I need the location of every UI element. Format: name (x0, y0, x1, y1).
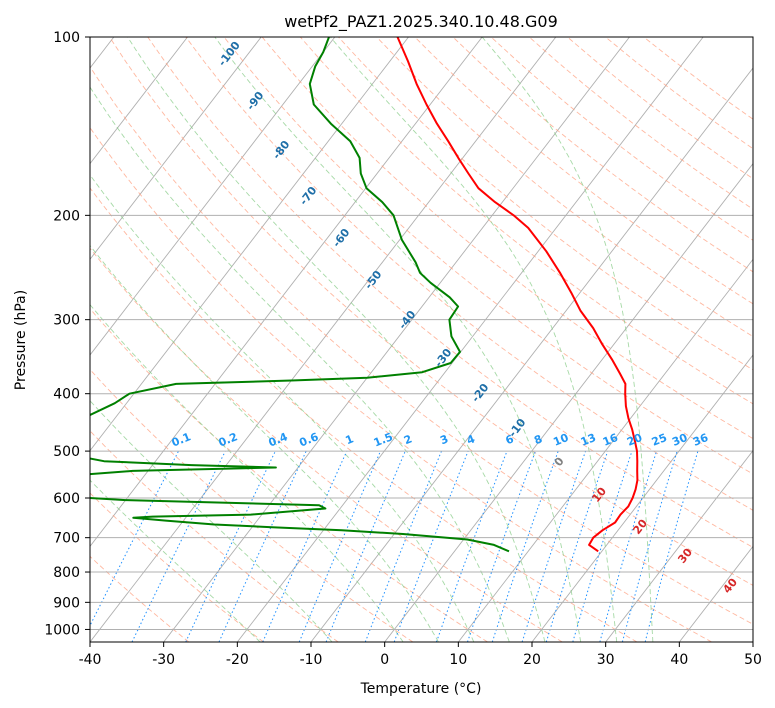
mixing-ratio-line (572, 450, 633, 642)
mixing-ratio-line (599, 450, 658, 642)
x-tick-label: -10 (300, 652, 323, 668)
skewed-isotherm (90, 37, 262, 261)
mixing-ratio-label: 13 (579, 431, 598, 449)
skewed-isotherm (531, 354, 753, 642)
skewed-isotherm (163, 37, 630, 642)
dry-adiabat (90, 187, 638, 642)
mixing-ratio-label: 2 (402, 432, 414, 447)
mixing-ratio-label: 8 (532, 432, 544, 447)
x-tick-label: 30 (597, 652, 615, 668)
skewed-isotherm (90, 37, 409, 452)
mixing-ratio-label: 16 (601, 431, 620, 449)
y-axis: 100 200 300 400 500 600 700 800 900 1000 (44, 30, 90, 638)
mixing-ratio-label: 20 (625, 431, 644, 449)
background-lines (90, 37, 753, 642)
x-tick-label: 20 (523, 652, 541, 668)
mixing-ratio-label: 30 (670, 431, 689, 449)
skewed-isotherm (384, 162, 753, 642)
moist-adiabat (481, 37, 654, 642)
skewed-isotherm (457, 258, 753, 642)
skewed-isotherm (90, 37, 188, 165)
x-axis-title: Temperature (°C) (360, 681, 482, 697)
dry-adiabat (90, 555, 190, 642)
moist-adiabat (90, 86, 510, 642)
y-tick-label: 400 (53, 387, 80, 403)
skewed-isotherm (310, 67, 753, 642)
y-tick-label: 500 (53, 444, 80, 460)
dry-adiabat (261, 37, 753, 440)
x-tick-label: 10 (449, 652, 467, 668)
mixing-ratio-line (644, 450, 699, 642)
mixing-ratio-line (521, 450, 587, 642)
skewed-isotherm (90, 37, 483, 548)
dewpoint-line (90, 37, 510, 553)
y-tick-label: 1000 (44, 622, 80, 638)
skewed-isotherm (236, 37, 704, 642)
x-tick-label: 0 (380, 652, 389, 668)
mixing-ratio-line (621, 450, 678, 642)
pressure-gridlines (90, 37, 753, 630)
x-tick-label: 40 (670, 652, 688, 668)
dry-adiabat (414, 37, 753, 305)
mixing-ratio-line (435, 450, 508, 642)
dry-adiabat (90, 368, 414, 642)
mixing-ratio-label: 36 (691, 431, 710, 449)
dry-adiabat (90, 247, 563, 642)
moist-adiabat (90, 479, 261, 642)
mixing-ratio-line (90, 450, 179, 627)
x-tick-label: -40 (79, 652, 102, 668)
mixing-ratio-label: 3 (438, 432, 450, 447)
y-axis-title: Pressure (hPa) (13, 290, 29, 390)
skewed-isotherm (90, 37, 336, 356)
y-tick-label: 300 (53, 313, 80, 329)
dry-adiabat (376, 37, 753, 338)
skewed-isotherm (605, 449, 753, 642)
moist-adiabat (214, 37, 582, 642)
skewed-isotherm (752, 641, 753, 642)
x-tick-label: -30 (152, 652, 175, 668)
mixing-ratio-label: 25 (650, 431, 669, 449)
temperature-line (396, 37, 639, 553)
moist-adiabat (90, 174, 475, 642)
dry-adiabat (147, 37, 753, 548)
profile-lines (90, 37, 639, 553)
mixing-ratio-line (325, 450, 406, 642)
dry-adiabat (185, 37, 753, 511)
y-tick-label: 800 (53, 565, 80, 581)
moist-adiabat (127, 37, 546, 642)
x-axis: -40 -30 -20 -10 0 10 20 30 40 50 (79, 642, 762, 668)
moist-adiabat (329, 37, 618, 642)
mixing-ratio-line (364, 450, 442, 642)
moist-adiabat (90, 303, 404, 642)
y-tick-label: 900 (53, 595, 80, 611)
y-tick-label: 200 (53, 208, 80, 224)
mixing-ratio-line (298, 450, 381, 642)
mixing-ratio-line (491, 450, 559, 642)
y-tick-label: 100 (53, 30, 80, 46)
mixing-ratio-line (467, 450, 536, 642)
y-tick-label: 700 (53, 531, 80, 547)
dry-adiabat (90, 307, 488, 642)
y-tick-label: 600 (53, 491, 80, 507)
mixing-ratio-line (262, 450, 348, 642)
mixing-ratio-line (545, 450, 609, 642)
mixing-ratio-label: 10 (551, 431, 570, 449)
dry-adiabat (109, 37, 753, 586)
dry-adiabat (90, 66, 753, 625)
moist-adiabat (90, 244, 439, 642)
x-tick-label: 50 (744, 652, 762, 668)
plot-frame (89, 36, 754, 643)
mixing-ratio-line (393, 450, 469, 642)
mixing-ratio-line (131, 450, 226, 642)
chart-title: wetPf2_PAZ1.2025.340.10.48.G09 (284, 12, 558, 32)
x-tick-label: -20 (226, 652, 249, 668)
skewed-isotherm (90, 37, 557, 642)
dry-adiabat (299, 37, 753, 405)
mixing-ratio-label: 1 (344, 432, 356, 447)
dry-adiabat (90, 492, 264, 642)
plot-background (90, 37, 753, 642)
moist-adiabat (90, 400, 333, 642)
